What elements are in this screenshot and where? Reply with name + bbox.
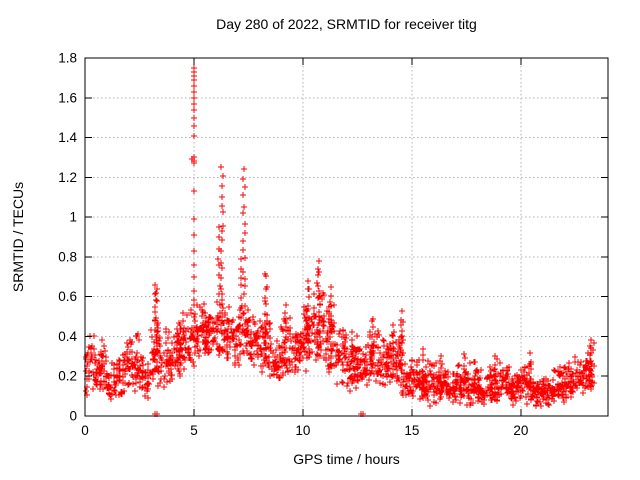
x-tick-label: 20 bbox=[513, 423, 528, 438]
y-tick-label: 0.2 bbox=[58, 369, 77, 384]
y-tick-label: 0.8 bbox=[58, 249, 77, 264]
y-tick-label: 1 bbox=[69, 210, 77, 225]
chart-title: Day 280 of 2022, SRMTID for receiver tit… bbox=[216, 16, 477, 32]
y-tick-label: 1.4 bbox=[58, 130, 77, 145]
x-tick-label: 10 bbox=[295, 423, 310, 438]
y-tick-label: 0 bbox=[69, 409, 77, 424]
y-tick-label: 0.6 bbox=[58, 289, 77, 304]
x-tick-label: 5 bbox=[190, 423, 198, 438]
y-tick-label: 1.8 bbox=[58, 51, 77, 66]
y-tick-label: 1.6 bbox=[58, 90, 77, 105]
data-points bbox=[83, 65, 597, 417]
x-tick-label: 0 bbox=[81, 423, 89, 438]
x-tick-label: 15 bbox=[404, 423, 419, 438]
x-axis-label: GPS time / hours bbox=[293, 451, 400, 467]
y-tick-label: 0.4 bbox=[58, 329, 77, 344]
plot-border bbox=[84, 57, 609, 417]
y-tick-label: 1.2 bbox=[58, 170, 77, 185]
